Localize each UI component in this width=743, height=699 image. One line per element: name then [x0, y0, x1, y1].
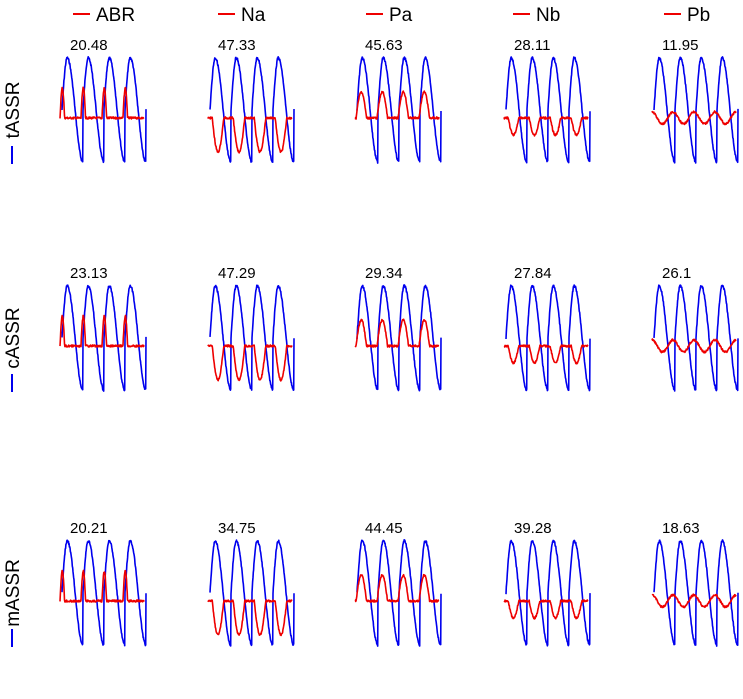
response-trace [59, 314, 145, 348]
panel-value: 11.95 [662, 37, 698, 54]
stimulus-trace [61, 539, 147, 647]
panel-value: 39.28 [514, 520, 552, 537]
response-trace [651, 593, 737, 609]
response-trace [354, 90, 440, 120]
row-labels: tASSR cASSR mASSR [3, 81, 24, 647]
response-trace [59, 569, 145, 603]
panel-value: 29.34 [365, 265, 403, 282]
panel-value: 47.29 [218, 265, 256, 282]
panel-cassr-na: 47.29 [207, 265, 295, 391]
panel-value: 45.63 [365, 37, 403, 54]
response-trace [354, 573, 440, 603]
panels: 20.48 47.33 45.63 28.11 11.95 23.13 47.29 29.34… [59, 37, 739, 647]
legend: ABR Na Pa Nb Pb [73, 5, 710, 26]
panel-massr-pa: 44.45 [354, 520, 442, 647]
response-trace [59, 86, 145, 120]
stimulus-trace [653, 56, 739, 164]
row-label-text: cASSR [3, 307, 24, 368]
panel-massr-na: 34.75 [207, 520, 295, 647]
panel-value: 47.33 [218, 37, 256, 54]
legend-label-pa: Pa [389, 5, 413, 26]
panel-tassr-na: 47.33 [207, 37, 295, 163]
panel-value: 18.63 [662, 520, 700, 537]
response-trace [207, 344, 293, 382]
panel-tassr-pa: 45.63 [354, 37, 442, 164]
panel-value: 28.11 [514, 37, 550, 54]
panel-value: 26.1 [662, 265, 691, 282]
stimulus-trace [653, 284, 739, 392]
response-trace [503, 344, 589, 365]
stimulus-trace [209, 284, 295, 391]
response-trace [207, 599, 293, 637]
panel-value: 20.48 [70, 37, 108, 54]
legend-label-pb: Pb [687, 5, 710, 26]
stimulus-trace [209, 539, 295, 647]
panel-value: 23.13 [70, 265, 108, 282]
panel-massr-pb: 18.63 [651, 520, 739, 647]
response-trace [651, 338, 737, 354]
row-label-text: mASSR [3, 559, 24, 627]
panel-massr-abr: 20.21 [59, 520, 147, 647]
panel-cassr-pb: 26.1 [651, 265, 739, 392]
stimulus-trace [61, 56, 147, 164]
response-trace [207, 116, 293, 154]
row-label-tassr: tASSR [3, 81, 24, 164]
stimulus-trace [61, 284, 147, 392]
panel-tassr-pb: 11.95 [651, 37, 739, 164]
response-trace [503, 599, 589, 620]
panel-value: 20.21 [70, 520, 108, 537]
panel-cassr-pa: 29.34 [354, 265, 442, 392]
legend-label-nb: Nb [536, 5, 560, 26]
row-label-text: tASSR [3, 81, 24, 138]
panel-value: 34.75 [218, 520, 256, 537]
stimulus-trace [209, 56, 295, 163]
legend-label-abr: ABR [96, 5, 135, 26]
legend-label-na: Na [241, 5, 266, 26]
stimulus-trace [505, 56, 591, 164]
panel-tassr-nb: 28.11 [503, 37, 591, 164]
row-label-cassr: cASSR [3, 307, 24, 392]
panel-value: 44.45 [365, 520, 403, 537]
stimulus-trace [653, 539, 739, 647]
panel-value: 27.84 [514, 265, 552, 282]
panel-massr-nb: 39.28 [503, 520, 591, 647]
stimulus-trace [505, 539, 591, 647]
response-trace [503, 116, 589, 137]
panel-cassr-nb: 27.84 [503, 265, 591, 392]
response-trace [354, 318, 440, 348]
panel-cassr-abr: 23.13 [59, 265, 147, 392]
row-label-massr: mASSR [3, 559, 24, 647]
panel-tassr-abr: 20.48 [59, 37, 147, 164]
stimulus-trace [505, 284, 591, 392]
response-trace [651, 110, 737, 126]
